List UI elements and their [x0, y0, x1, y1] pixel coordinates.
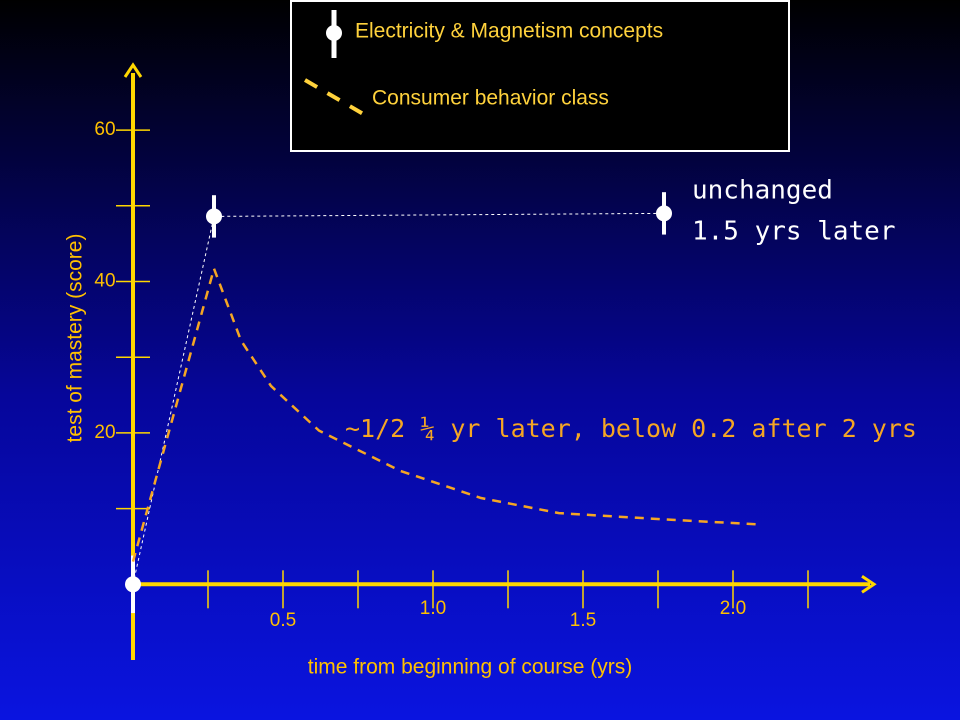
legend-entry: Consumer behavior class [372, 87, 609, 110]
data-point [206, 208, 222, 225]
legend-symbol [303, 78, 367, 117]
x-tick-label: 1.0 [420, 598, 446, 619]
data-point [656, 205, 672, 222]
y-tick-label: 40 [94, 271, 115, 292]
x-axis-label: time from beginning of course (yrs) [308, 656, 632, 679]
y-tick-label: 20 [94, 422, 115, 443]
annotation: ~1/2 ¼ yr later, below 0.2 after 2 yrs [345, 414, 917, 443]
legend-entry: Electricity & Magnetism concepts [355, 20, 663, 43]
y-tick-label: 60 [94, 119, 115, 140]
data-point [125, 576, 141, 593]
series-line [131, 264, 761, 562]
x-tick-label: 1.5 [570, 610, 596, 631]
x-tick-label: 2.0 [720, 598, 746, 619]
legend-box [290, 0, 790, 152]
x-tick-label: 0.5 [270, 610, 296, 631]
y-axis-arrow [123, 62, 143, 78]
annotation: 1.5 yrs later [692, 217, 896, 247]
x-axis-arrow [861, 575, 877, 594]
annotation: unchanged [692, 176, 833, 206]
y-axis-label: test of mastery (score) [64, 234, 87, 443]
legend-symbol [326, 25, 342, 41]
